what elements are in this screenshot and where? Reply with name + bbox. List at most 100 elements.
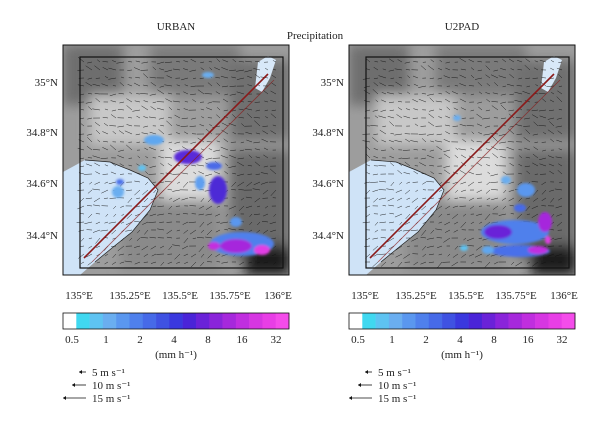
wind-vector (221, 261, 229, 264)
wind-vector (525, 156, 531, 159)
wind-legend-arrow-5 (365, 370, 372, 374)
wind-vector (103, 140, 109, 143)
wind-vector (264, 109, 269, 112)
lat-tick-label: 35°N (35, 77, 58, 89)
wind-vector (492, 92, 499, 95)
wind-vector (142, 213, 149, 220)
wind-vector (390, 133, 395, 135)
wind-vector (93, 204, 101, 207)
wind-vector (478, 91, 483, 95)
panel-title-urban: URBAN (157, 21, 196, 33)
wind-vector (533, 189, 539, 196)
wind-vector (459, 83, 467, 87)
wind-vector (182, 181, 189, 188)
wind-vector (236, 69, 245, 72)
wind-vector (438, 213, 443, 218)
wind-vector (215, 229, 221, 233)
wind-vector (548, 109, 555, 111)
wind-vector (168, 205, 173, 210)
wind-vector (80, 123, 85, 127)
wind-vector (502, 85, 507, 88)
wind-vector (92, 83, 101, 87)
wind-vector (524, 117, 531, 120)
wind-vector (394, 140, 403, 143)
wind-vector (532, 77, 539, 79)
wind-vector (422, 221, 427, 224)
wind-vector (192, 189, 197, 192)
colorbar-swatch (249, 313, 263, 329)
wind-vector (486, 83, 491, 87)
wind-vector (231, 189, 237, 191)
wind-vector (447, 197, 451, 201)
colorbar-u2pad (348, 312, 576, 330)
wind-vector (438, 189, 443, 192)
colorbar-swatch (402, 313, 416, 329)
wind-vector (558, 148, 563, 151)
wind-vector (508, 181, 515, 184)
wind-vector (228, 228, 237, 231)
wind-vector (172, 100, 181, 103)
wind-vector (263, 154, 269, 159)
wind-vector (492, 136, 499, 143)
wind-vector (148, 116, 157, 119)
wind-vector (183, 91, 189, 95)
wind-vector (126, 98, 133, 103)
wind-vector (538, 92, 547, 95)
wind-legend-label: 5 m s⁻¹ (92, 367, 125, 379)
wind-vector (92, 155, 101, 159)
wind-vector (184, 131, 189, 135)
colorbar-swatch (349, 313, 363, 329)
wind-vector (126, 105, 133, 111)
wind-vector (77, 147, 85, 151)
wind-vector (366, 146, 371, 151)
wind-vector (95, 129, 101, 135)
wind-vector (166, 236, 173, 239)
wind-vector (421, 229, 427, 236)
wind-vector (117, 125, 125, 128)
wind-vector (200, 229, 205, 233)
wind-vector (547, 129, 555, 135)
wind-vector (245, 205, 253, 209)
colorbar-label: 0.5 (65, 334, 79, 346)
wind-vector (443, 153, 451, 159)
wind-vector (216, 114, 221, 119)
wind-vector (523, 137, 531, 143)
wind-vector (143, 116, 149, 119)
wind-vector (200, 197, 205, 203)
wind-vector (225, 213, 229, 217)
wind-vector (238, 117, 245, 119)
colorbar-swatch (388, 313, 403, 329)
wind-vector (149, 147, 157, 151)
wind-vector (525, 58, 531, 63)
wind-vector (148, 221, 157, 223)
wind-vector (230, 149, 237, 151)
colorbar-swatch (195, 313, 210, 329)
wind-vector (387, 197, 395, 202)
wind-vector (518, 163, 523, 167)
wind-vector (255, 173, 261, 175)
wind-vector (414, 213, 419, 216)
wind-vector (111, 109, 117, 112)
colorbar-swatch (116, 313, 130, 329)
wind-vector (87, 261, 93, 266)
wind-vector (88, 106, 93, 111)
wind-vector (556, 96, 563, 103)
wind-vector (539, 157, 547, 160)
wind-vector (86, 253, 93, 258)
wind-vector (189, 229, 197, 235)
wind-vector (390, 146, 395, 151)
wind-vector (88, 237, 93, 239)
wind-vector (80, 261, 85, 264)
wind-vector (239, 149, 245, 152)
wind-vector (388, 58, 395, 63)
wind-vector (429, 85, 435, 88)
wind-vector (97, 139, 101, 143)
wind-vector (460, 181, 467, 185)
wind-vector (445, 91, 451, 95)
wind-vector (198, 171, 205, 175)
wind-vector (557, 170, 563, 175)
wind-vector (554, 188, 563, 191)
wind-vector (263, 165, 269, 168)
colorbar-swatch (508, 313, 523, 329)
wind-vector (143, 125, 149, 128)
